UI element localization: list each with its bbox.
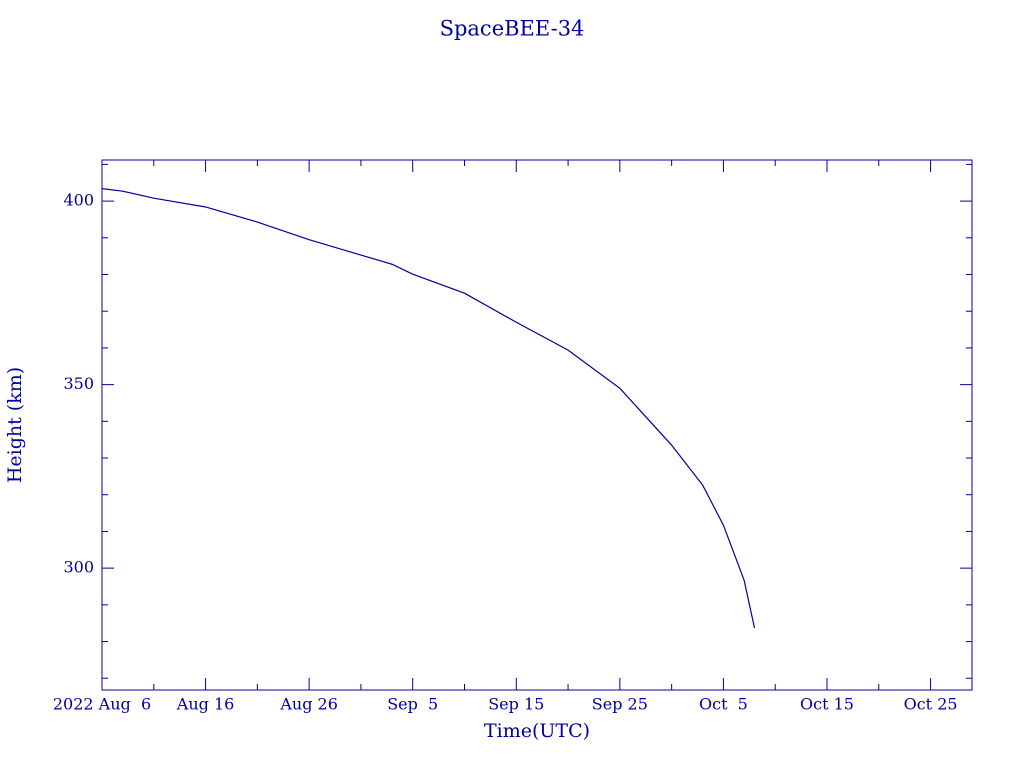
y-tick-label: 300 (63, 558, 94, 577)
x-tick-label: Oct 5 (699, 695, 748, 714)
x-tick-label: 2022 Aug 6 (53, 695, 151, 714)
x-tick-label: Aug 26 (279, 695, 338, 714)
y-axis-label: Height (km) (4, 367, 26, 483)
data-line (101, 188, 756, 629)
x-axis-label: Time(UTC) (484, 720, 590, 742)
y-tick-label: 400 (63, 191, 94, 210)
x-tick-label: Sep 15 (488, 695, 544, 714)
x-tick-label: Oct 15 (800, 695, 854, 714)
x-tick-label: Oct 25 (904, 695, 958, 714)
x-tick-label: Sep 5 (387, 695, 438, 714)
y-tick-label: 350 (63, 374, 94, 393)
plot-frame (101, 159, 973, 691)
x-tick-label: Sep 25 (592, 695, 648, 714)
chart-title: SpaceBEE-34 (440, 17, 585, 41)
x-tick-label: Aug 16 (176, 695, 235, 714)
